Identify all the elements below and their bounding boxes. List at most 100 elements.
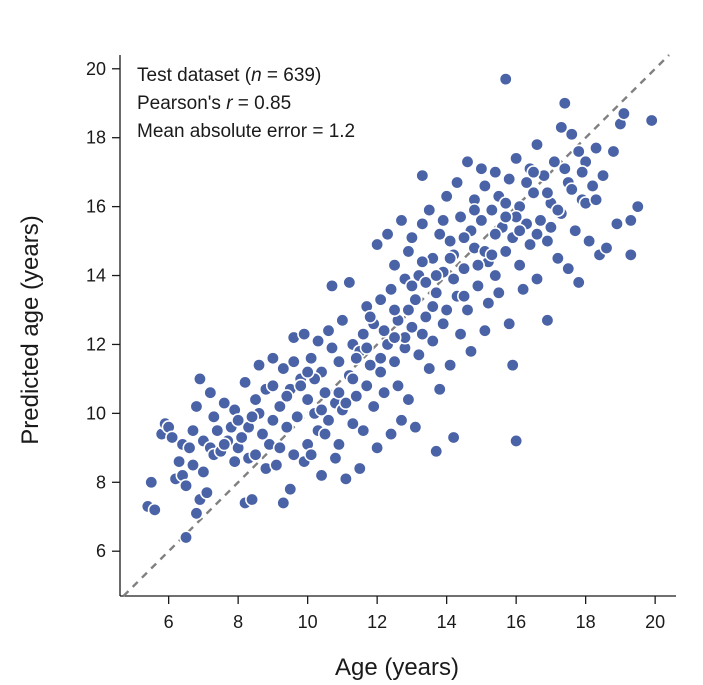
data-point bbox=[554, 120, 569, 135]
data-point bbox=[384, 282, 399, 297]
data-point bbox=[616, 106, 631, 121]
annotation-test-dataset: Test dataset (n = 639) bbox=[137, 65, 321, 86]
data-point bbox=[203, 385, 218, 400]
data-point bbox=[418, 309, 433, 324]
data-point bbox=[488, 165, 503, 180]
data-point bbox=[318, 385, 333, 400]
data-point bbox=[477, 178, 492, 193]
data-point bbox=[300, 392, 315, 407]
data-point bbox=[293, 378, 308, 393]
data-point bbox=[526, 165, 541, 180]
data-point bbox=[217, 396, 232, 411]
data-point bbox=[206, 409, 221, 424]
data-point bbox=[314, 468, 329, 483]
data-point bbox=[304, 447, 319, 462]
annotation-mean-absolute-error: Mean absolute error = 1.2 bbox=[137, 121, 355, 142]
data-point bbox=[568, 223, 583, 238]
data-point bbox=[345, 416, 360, 431]
data-point bbox=[165, 430, 180, 445]
data-point bbox=[387, 354, 402, 369]
data-point bbox=[425, 299, 440, 314]
data-point bbox=[172, 454, 187, 469]
data-point bbox=[182, 440, 197, 455]
data-point bbox=[463, 344, 478, 359]
data-point bbox=[185, 423, 200, 438]
data-point bbox=[286, 354, 301, 369]
data-point bbox=[269, 458, 284, 473]
x-ticks: 6 8 10 12 14 16 18 20 bbox=[164, 596, 665, 632]
data-point bbox=[519, 175, 534, 190]
data-point bbox=[380, 227, 395, 242]
data-point bbox=[324, 278, 339, 293]
data-point bbox=[394, 413, 409, 428]
y-ticks: 6 8 10 12 14 16 18 20 bbox=[86, 59, 120, 561]
data-point bbox=[401, 302, 416, 317]
data-point bbox=[324, 340, 339, 355]
data-point bbox=[199, 485, 214, 500]
data-point bbox=[147, 502, 162, 517]
data-point bbox=[408, 292, 423, 307]
x-tick-label: 14 bbox=[437, 612, 457, 632]
data-point bbox=[359, 340, 374, 355]
data-point bbox=[377, 385, 392, 400]
data-point bbox=[561, 261, 576, 276]
data-point bbox=[446, 271, 461, 286]
x-tick-label: 16 bbox=[506, 612, 526, 632]
data-point bbox=[189, 506, 204, 521]
data-point bbox=[185, 458, 200, 473]
data-point bbox=[279, 420, 294, 435]
data-point bbox=[411, 347, 426, 362]
data-point bbox=[283, 482, 298, 497]
data-point bbox=[543, 220, 558, 235]
data-point bbox=[321, 323, 336, 338]
data-point bbox=[359, 378, 374, 393]
data-point bbox=[404, 320, 419, 335]
data-point bbox=[457, 289, 472, 304]
data-point bbox=[387, 302, 402, 317]
data-points bbox=[140, 72, 659, 545]
data-point bbox=[529, 227, 544, 242]
data-point bbox=[401, 244, 416, 259]
data-point bbox=[523, 237, 538, 252]
data-point bbox=[363, 358, 378, 373]
data-point bbox=[512, 258, 527, 273]
data-point bbox=[373, 365, 388, 380]
x-tick-label: 20 bbox=[645, 612, 665, 632]
data-point bbox=[526, 185, 541, 200]
data-point bbox=[630, 199, 645, 214]
data-point bbox=[356, 423, 371, 438]
x-tick-label: 6 bbox=[164, 612, 174, 632]
data-point bbox=[623, 213, 638, 228]
data-point bbox=[589, 192, 604, 207]
data-point bbox=[582, 234, 597, 249]
data-point bbox=[338, 396, 353, 411]
data-point bbox=[585, 178, 600, 193]
data-point bbox=[571, 275, 586, 290]
data-point bbox=[453, 209, 468, 224]
data-point bbox=[460, 154, 475, 169]
data-point bbox=[502, 316, 517, 331]
data-point bbox=[245, 409, 260, 424]
data-point bbox=[276, 361, 291, 376]
y-tick-label: 20 bbox=[86, 59, 106, 79]
x-tick-label: 18 bbox=[576, 612, 596, 632]
data-point bbox=[436, 316, 451, 331]
data-point bbox=[252, 358, 267, 373]
data-point bbox=[425, 334, 440, 349]
data-point bbox=[623, 247, 638, 262]
data-point bbox=[356, 327, 371, 342]
data-point bbox=[450, 175, 465, 190]
data-point bbox=[265, 378, 280, 393]
data-point bbox=[248, 447, 263, 462]
data-point bbox=[304, 351, 319, 366]
y-axis-label: Predicted age (years) bbox=[17, 215, 44, 444]
data-point bbox=[474, 161, 489, 176]
x-tick-label: 8 bbox=[233, 612, 243, 632]
data-point bbox=[335, 313, 350, 328]
data-point bbox=[192, 371, 207, 386]
data-point bbox=[609, 216, 624, 231]
data-point bbox=[529, 271, 544, 286]
data-point bbox=[509, 151, 524, 166]
x-tick-label: 12 bbox=[367, 612, 387, 632]
